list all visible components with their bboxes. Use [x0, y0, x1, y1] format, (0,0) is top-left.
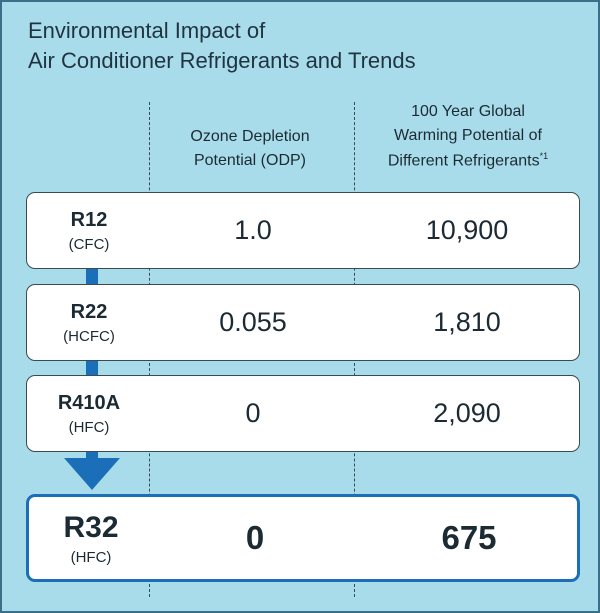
header-line: Warming Potential of [394, 127, 542, 144]
refrigerant: R410A (HFC) [27, 376, 151, 451]
refrigerant: R22 (HCFC) [27, 285, 151, 360]
refrigerant-name: R22 [70, 300, 108, 323]
gwp-cell: 675 [357, 497, 581, 579]
header-line: Potential (ODP) [193, 152, 307, 169]
header-line: Different Refrigerants*1 [358, 151, 578, 170]
refrigerant: R12 (CFC) [27, 193, 151, 268]
odp-value: 0 [245, 519, 265, 556]
refrigerant-name: R32 [63, 510, 119, 544]
title-line: Environmental Impact of [28, 18, 266, 43]
header-line: 100 Year Global [411, 103, 525, 120]
odp-cell: 0.055 [151, 285, 355, 360]
odp-value: 1.0 [234, 215, 272, 245]
gwp-cell: 2,090 [355, 376, 579, 451]
refrigerant-class: (HCFC) [63, 327, 115, 345]
row: R410A (HFC) 0 2,090 [26, 375, 580, 452]
row: R12 (CFC) 1.0 10,900 [26, 192, 580, 269]
gwp-value: 10,900 [425, 215, 509, 245]
header-text: Different Refrigerants [387, 152, 540, 170]
refrigerant-class: (CFC) [68, 235, 110, 253]
title-line: Air Conditioner Refrigerants and Trends [28, 48, 416, 73]
odp-cell: 1.0 [151, 193, 355, 268]
gwp-cell: 10,900 [355, 193, 579, 268]
row: R22 (HCFC) 0.055 1,810 [26, 284, 580, 361]
column-header: Ozone Depletion Potential (ODP) [140, 128, 360, 170]
column-header: 100 Year Global Warming Potential of Dif… [358, 103, 578, 170]
refrigerant: R32 (HFC) [29, 497, 153, 579]
odp-cell: 0 [151, 376, 355, 451]
gwp-value: 2,090 [433, 398, 501, 428]
gwp-value: 1,810 [433, 307, 501, 337]
row: R32 (HFC) 0 675 [26, 494, 580, 582]
footnote-mark: *1 [539, 151, 549, 161]
gwp-cell: 1,810 [355, 285, 579, 360]
odp-cell: 0 [153, 497, 357, 579]
header-line: Ozone Depletion [190, 128, 310, 145]
odp-value: 0 [245, 398, 261, 428]
refrigerant-name: R12 [70, 208, 108, 231]
refrigerant-name: R410A [57, 391, 121, 414]
refrigerant-class: (HFC) [68, 418, 110, 436]
odp-value: 0.055 [219, 307, 287, 337]
gwp-value: 675 [441, 519, 497, 556]
refrigerant-class: (HFC) [70, 548, 112, 566]
